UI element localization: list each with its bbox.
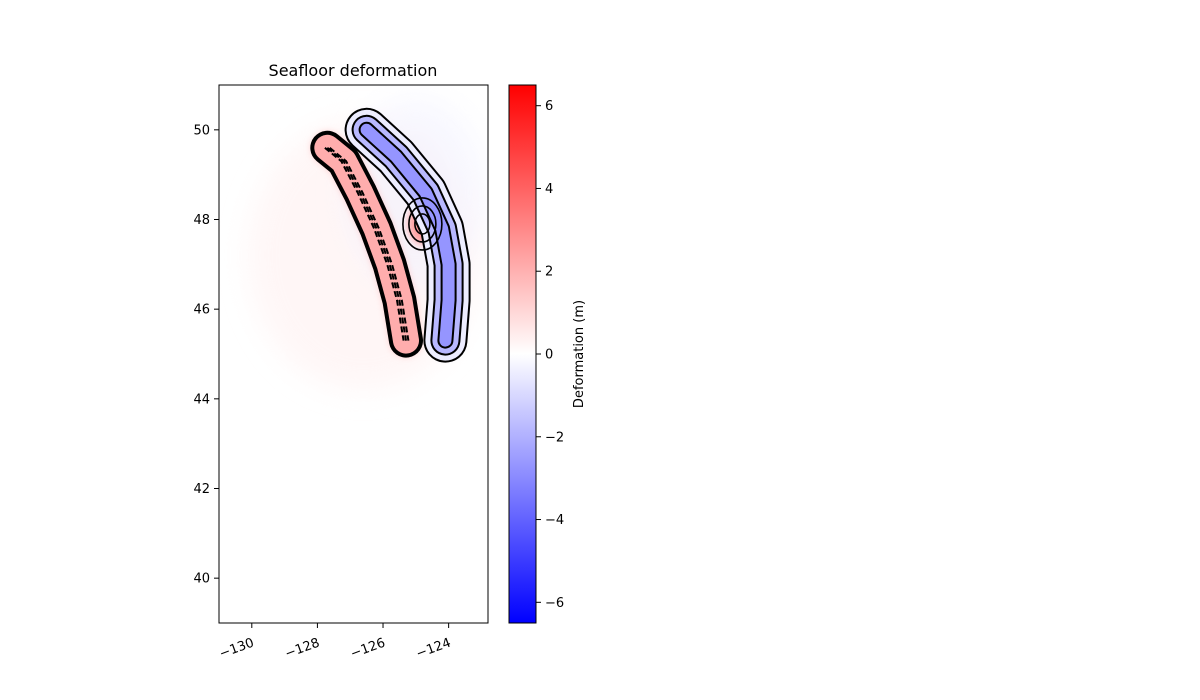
peak-contour (402, 197, 443, 251)
peak-contour (408, 205, 437, 243)
uplift-contour-inner (326, 147, 407, 341)
y-tick-label: 46 (193, 303, 210, 318)
x-tick-label: −126 (349, 636, 388, 662)
x-tick-label: −124 (414, 636, 453, 662)
y-axis: 40 42 44 46 48 50 (193, 123, 219, 587)
colorbar: −6 −4 −2 0 2 4 6 Deformation (m) (508, 84, 587, 624)
deformation-contours (310, 107, 471, 363)
x-tick-label: −130 (217, 636, 256, 662)
colorbar-tick-label: 0 (545, 348, 553, 363)
y-tick-label: 40 (193, 572, 210, 587)
colorbar-tick-label: 6 (545, 99, 553, 114)
y-tick-label: 44 (193, 392, 210, 407)
colorbar-label: Deformation (m) (572, 300, 587, 408)
uplift-contour-inner (329, 147, 410, 341)
colorbar-tick-label: −2 (545, 430, 564, 445)
colorbar-tick-label: 4 (545, 182, 553, 197)
colorbar-gradient (508, 84, 537, 624)
plot-area: −130 −128 −126 −124 40 42 44 46 48 50 (193, 84, 489, 662)
y-tick-label: 48 (193, 213, 210, 228)
y-tick-label: 50 (193, 123, 210, 138)
chart-title: Seafloor deformation (269, 61, 438, 80)
colorbar-tick-label: −4 (545, 513, 564, 528)
uplift-contour-inner (324, 147, 405, 341)
colorbar-tick-label: 2 (545, 265, 553, 280)
plot-frame (218, 84, 489, 624)
x-axis: −130 −128 −126 −124 (217, 623, 453, 662)
y-tick-label: 42 (193, 482, 210, 497)
peak-contour (414, 213, 431, 235)
colorbar-ticks: −6 −4 −2 0 2 4 6 (536, 99, 564, 611)
x-tick-label: −128 (283, 636, 322, 662)
colorbar-tick-label: −6 (545, 596, 564, 611)
